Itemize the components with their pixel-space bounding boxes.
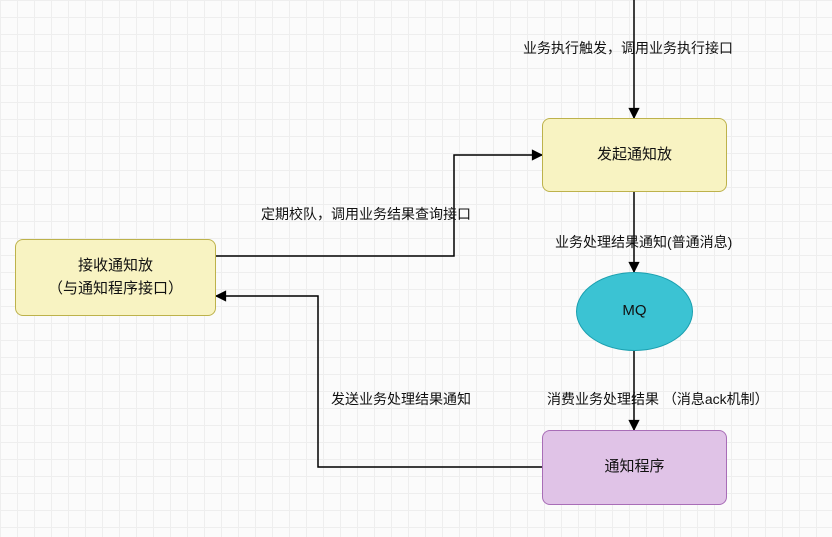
edge-label-consume: 消费业务处理结果 （消息ack机制）: [544, 389, 772, 409]
node-mq-label: MQ: [622, 300, 646, 323]
node-sender: 发起通知放: [542, 118, 727, 192]
node-notifier: 通知程序: [542, 430, 727, 505]
node-notifier-label: 通知程序: [604, 456, 664, 479]
edge-label-query: 定期校队，调用业务结果查询接口: [258, 204, 474, 224]
node-receiver: 接收通知放（与通知程序接口）: [15, 239, 216, 316]
edge-send-back: [216, 296, 542, 467]
edge-label-result-to-mq: 业务处理结果通知(普通消息): [552, 232, 735, 252]
edge-label-send-back: 发送业务处理结果通知: [328, 389, 474, 409]
edge-label-trigger: 业务执行触发，调用业务执行接口: [520, 38, 736, 58]
node-mq: MQ: [576, 272, 693, 351]
diagram-stage: 发起通知放 接收通知放（与通知程序接口） MQ 通知程序 业务执行触发，调用业务…: [0, 0, 832, 537]
node-receiver-label: 接收通知放（与通知程序接口）: [48, 255, 183, 300]
node-sender-label: 发起通知放: [597, 144, 672, 167]
